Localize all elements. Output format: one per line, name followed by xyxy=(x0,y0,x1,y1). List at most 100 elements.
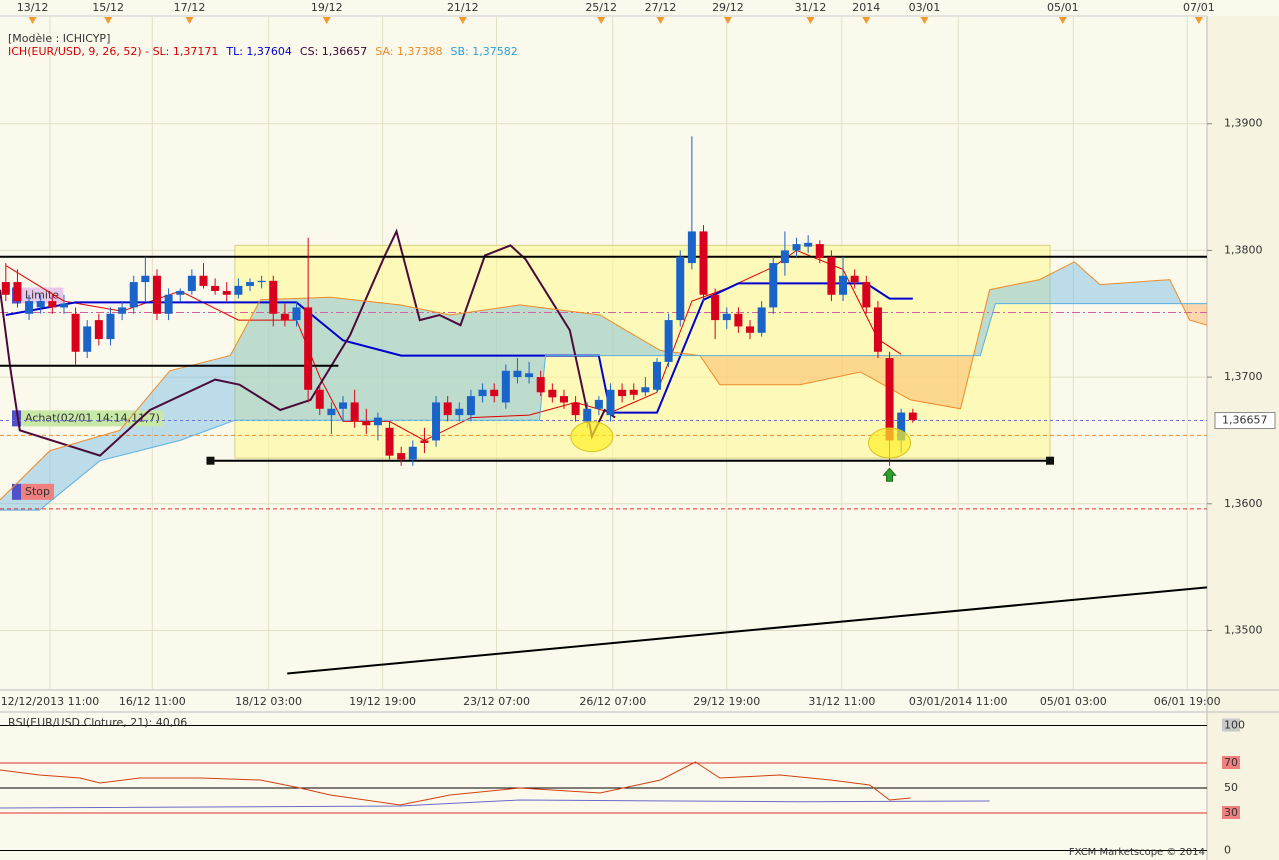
candle-body xyxy=(176,290,185,295)
candle-body xyxy=(641,387,650,393)
candle-body xyxy=(71,313,80,352)
candle-body xyxy=(815,244,824,259)
candle-body xyxy=(25,301,34,314)
y-tick-label: 30 xyxy=(1224,806,1238,819)
rsi-line xyxy=(0,799,990,809)
price-axis-panel xyxy=(1207,16,1279,860)
top-date-label: 19/12 xyxy=(311,1,343,14)
top-date-label: 07/01 xyxy=(1183,1,1215,14)
top-date-label: 31/12 xyxy=(795,1,827,14)
date-marker xyxy=(862,17,871,24)
highlight xyxy=(868,427,912,459)
legend-entry: ICH(EUR/USD, 9, 26, 52) - SL: 1,37171 xyxy=(8,45,218,58)
candle-body xyxy=(466,396,475,416)
candle-body xyxy=(873,307,882,352)
candle-body xyxy=(536,377,545,393)
range-box xyxy=(234,244,1051,459)
x-tick-label: 06/01 19:00 xyxy=(1154,695,1221,708)
candle-body xyxy=(280,313,289,321)
tick-bg xyxy=(1222,806,1240,819)
price-tag-label: 1,36657 xyxy=(1222,414,1268,427)
date-marker xyxy=(806,17,815,24)
indicator-line xyxy=(0,261,1208,501)
x-tick-label: 12/12/2013 11:00 xyxy=(1,695,100,708)
candle-body xyxy=(804,242,813,247)
candle-body xyxy=(408,446,417,460)
candle-body xyxy=(1,282,10,295)
candle-body xyxy=(13,282,22,302)
candle-body xyxy=(862,282,871,308)
candle-body xyxy=(699,231,708,295)
candle-body xyxy=(652,361,661,390)
candle-body xyxy=(83,326,92,352)
candle-body xyxy=(106,313,115,340)
candle-body xyxy=(908,412,917,421)
candle-body xyxy=(606,389,615,416)
price-tag xyxy=(1214,412,1276,430)
date-marker xyxy=(322,17,331,24)
top-date-label: 13/12 xyxy=(17,1,49,14)
candle-body xyxy=(513,370,522,378)
price-panel: 1,3900 1,3800 1,3700 1,3600 1,3500 12/12/2013… xyxy=(0,1,1276,708)
x-tick-label: 16/12 11:00 xyxy=(119,695,186,708)
candle-body xyxy=(141,275,150,283)
y-tick-label: 0 xyxy=(1224,844,1231,857)
candle-body xyxy=(164,294,173,314)
order-label-bg xyxy=(21,483,55,500)
candle-body xyxy=(548,389,557,398)
candle-body xyxy=(94,320,103,340)
y-tick-label: 1,3600 xyxy=(1224,497,1263,510)
candle-body xyxy=(780,250,789,264)
y-tick-label: 1,3700 xyxy=(1224,370,1263,383)
candle-body xyxy=(362,421,371,426)
candle-body xyxy=(187,275,196,291)
order-label: Stop xyxy=(25,485,50,498)
line-handle xyxy=(206,456,215,465)
x-tick-label: 18/12 03:00 xyxy=(235,695,302,708)
rsi-title: RSI(EUR/USD.Cloture, 21): 40,06 xyxy=(8,716,187,729)
line-handle xyxy=(1046,456,1055,465)
legend-entry: SB: 1,37582 xyxy=(451,45,518,58)
candle-body xyxy=(676,256,685,321)
candle-body xyxy=(687,231,696,264)
candle-body xyxy=(769,263,778,308)
candle-body xyxy=(571,402,580,416)
x-tick-label: 29/12 19:00 xyxy=(693,695,760,708)
rsi-panel: 0 30 50 70 100 RSI(EUR/USD.Cloture, 21): 40,0… xyxy=(0,716,1245,857)
x-tick-label: 03/01/2014 11:00 xyxy=(909,695,1008,708)
candle-body xyxy=(490,389,499,397)
candle-body xyxy=(199,275,208,286)
top-date-label: 25/12 xyxy=(585,1,617,14)
candle-body xyxy=(211,285,220,291)
drawn-line xyxy=(287,586,1208,675)
y-tick-label: 1,3800 xyxy=(1224,243,1263,256)
candle-body xyxy=(420,440,429,443)
legend-entry: SA: 1,37388 xyxy=(375,45,442,58)
date-marker xyxy=(104,17,113,24)
date-marker xyxy=(28,17,37,24)
y-tick-label: 100 xyxy=(1224,719,1245,732)
indicator-legend: ICH(EUR/USD, 9, 26, 52) - SL: 1,37171 TL:… xyxy=(8,45,518,58)
candle-body xyxy=(222,290,231,295)
candle-body xyxy=(594,399,603,409)
candle-body xyxy=(746,326,755,333)
top-date-label: 15/12 xyxy=(92,1,124,14)
candle-body xyxy=(152,275,161,314)
top-date-label: 05/01 xyxy=(1047,1,1079,14)
cloud-bullish xyxy=(0,261,1207,511)
candle-body xyxy=(850,275,859,283)
candle-body xyxy=(478,389,487,397)
date-marker xyxy=(1194,17,1203,24)
y-tick-label: 70 xyxy=(1224,756,1238,769)
candle-body xyxy=(664,320,673,362)
candle-body xyxy=(792,244,801,251)
candle-body xyxy=(304,307,313,390)
indicator-line xyxy=(0,228,616,457)
model-label: [Modèle : ICHICYP] xyxy=(8,32,110,45)
x-tick-label: 05/01 03:00 xyxy=(1040,695,1107,708)
candle-body xyxy=(443,402,452,416)
order-handle xyxy=(12,410,21,427)
y-tick-label: 1,3500 xyxy=(1224,623,1263,636)
candle-body xyxy=(827,256,836,295)
